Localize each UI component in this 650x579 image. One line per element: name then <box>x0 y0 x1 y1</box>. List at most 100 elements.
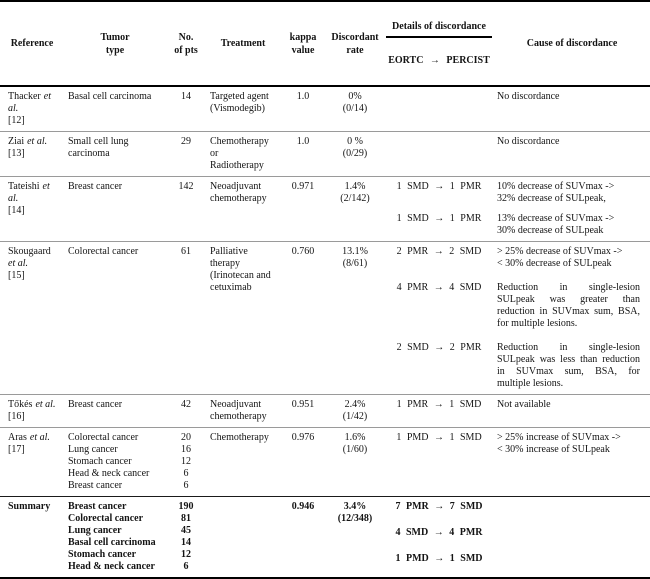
reference-id: [12] <box>8 115 25 126</box>
cause-text: No discordance <box>497 91 560 102</box>
reference-author-name: Skougaard <box>8 246 51 257</box>
cell-reference: Tateishi et al. [14] <box>0 177 64 242</box>
cause-text: 13% decrease of SUVmax -> 30% decrease o… <box>497 213 615 236</box>
cell-treatment: Palliative therapy (Irinotecan and cetux… <box>210 246 271 293</box>
reference-authors: Ziai et al. <box>8 136 62 148</box>
reference-authors: Tateishi et al. <box>8 181 62 205</box>
cell-treatment: Neoadjuvant chemotherapy <box>210 399 267 422</box>
discordance-pair: No discordance <box>384 91 650 103</box>
cell-tumor-type: Breast cancer <box>68 181 123 192</box>
cell-pts: 14 <box>181 91 191 102</box>
cell-kappa: 1.0 <box>296 91 310 102</box>
col-header-tumor-type: Tumor type <box>100 31 130 56</box>
cell-kappa: 0.951 <box>291 399 315 410</box>
cell-pts: 142 <box>178 181 194 192</box>
cause-text: 10% decrease of SUVmax -> 32% decrease o… <box>497 181 615 204</box>
reference-author-name: Ziai <box>8 136 25 147</box>
discordance-pair: 1 PMR → 1 SMD Not available <box>384 399 650 411</box>
header-row: Reference Tumor type No. of pts Treatmen… <box>0 1 650 86</box>
cell-treatment: Targeted agent (Vismodegib) <box>210 91 269 114</box>
cell-treatment <box>206 497 280 579</box>
detail-transition: 1 PMD → 1 SMD <box>395 553 483 564</box>
cell-treatment: Neoadjuvant chemotherapy <box>210 181 267 204</box>
cell-kappa: 1.0 <box>296 136 310 147</box>
cell-discordant-rate: 3.4% (12/348) <box>337 501 373 524</box>
cell-discordant-rate: 1.4% (2/142) <box>340 181 370 204</box>
discordance-pair: 7 PMR → 7 SMD <box>384 501 650 513</box>
table-row-tateishi: Tateishi et al. [14] Breast cancer 142 Ne… <box>0 176 650 242</box>
cell-tumor-type: Breast cancer <box>68 399 123 410</box>
cause-text: Reduction in single-lesion SULpeak was g… <box>497 282 640 329</box>
detail-transition: 2 PMR → 2 SMD <box>396 246 482 257</box>
cell-discordant-rate: 1.6% (1/60) <box>342 432 368 455</box>
discordance-pair: No discordance <box>384 136 650 148</box>
detail-transition <box>384 91 494 103</box>
cause-text <box>494 553 650 565</box>
cell-discordant-rate: 2.4% (1/42) <box>342 399 368 422</box>
reference-author-name: Tateishi <box>8 181 40 192</box>
cell-reference: Tőkés et al. [16] <box>0 395 64 428</box>
col-header-no-of-pts: No. of pts <box>174 31 198 56</box>
col-header-reference: Reference <box>10 38 54 49</box>
reference-author-name: Tőkés <box>8 399 33 410</box>
cell-treatment: Chemotherapy or Radiotherapy <box>210 136 269 171</box>
cell-pts: 29 <box>181 136 191 147</box>
reference-authors: Tőkés et al. <box>8 399 62 411</box>
detail-transition: 1 PMD → 1 SMD <box>396 432 482 443</box>
cell-tumor-type: Small cell lung carcinoma <box>68 136 129 159</box>
table-row-tokes: Tőkés et al. [16] Breast cancer 42 Neoadj… <box>0 394 650 428</box>
et-al: et al. <box>8 181 50 204</box>
cell-kappa: 0.946 <box>291 501 315 512</box>
detail-transition: 1 SMD → 1 PMR <box>396 181 482 192</box>
et-al: et al. <box>8 258 62 270</box>
details-sub-label: EORTC → PERCIST <box>388 55 490 66</box>
cause-text: > 25% decrease of SUVmax -> < 30% decrea… <box>497 246 623 269</box>
et-al: et al. <box>8 91 51 114</box>
cell-reference: Aras et al. [17] <box>0 428 64 497</box>
reference-author-name: Aras <box>8 432 27 443</box>
cell-kappa: 0.971 <box>291 181 315 192</box>
et-al-text: et al. <box>8 258 28 269</box>
cell-reference: Thacker et al. [12] <box>0 86 64 132</box>
discordance-pair: 1 PMD → 1 SMD > 25% increase of SUVmax -… <box>384 432 650 456</box>
reference-authors: Thacker et al. <box>8 91 62 115</box>
col-header-discordant-rate: Discordant rate <box>331 31 379 56</box>
cell-details-cause: 2 PMR → 2 SMD > 25% decrease of SUVmax -… <box>384 242 650 395</box>
reference-author-name: Thacker <box>8 91 41 102</box>
col-header-details-group: Details of discordance EORTC → PERCIST <box>384 1 494 86</box>
cell-details-cause: 7 PMR → 7 SMD 4 SMD → 4 PMR 1 PMD → 1 SM… <box>384 497 650 579</box>
cell-details-cause: No discordance <box>384 86 650 132</box>
discordance-pair: 4 SMD → 4 PMR <box>384 527 650 539</box>
col-header-kappa: kappa value <box>289 31 317 56</box>
discordance-pair: 4 PMR → 4 SMD Reduction in single-lesion… <box>384 282 650 330</box>
discordance-pair: 1 SMD → 1 PMR 10% decrease of SUVmax -> … <box>384 181 650 205</box>
discordance-pair: 2 PMR → 2 SMD > 25% decrease of SUVmax -… <box>384 246 650 270</box>
cell-reference: Ziai et al. [13] <box>0 132 64 177</box>
cause-text: Reduction in single-lesion SULpeak was l… <box>497 342 640 389</box>
cell-tumor-type: Colorectal cancer Lung cancer Stomach ca… <box>68 432 150 491</box>
et-al: et al. <box>27 136 48 147</box>
et-al: et al. <box>29 432 50 443</box>
col-header-cause: Cause of discordance <box>526 38 618 49</box>
reference-authors: Aras et al. <box>8 432 62 444</box>
detail-transition: 1 PMR → 1 SMD <box>396 399 482 410</box>
col-header-treatment: Treatment <box>220 38 266 49</box>
cause-text <box>494 501 650 513</box>
cell-tumor-type: Breast cancer Colorectal cancer Lung can… <box>68 501 156 572</box>
detail-transition: 7 PMR → 7 SMD <box>395 501 483 512</box>
cell-tumor-type: Colorectal cancer <box>68 246 139 257</box>
cell-pts: 42 <box>181 399 191 410</box>
detail-transition: 4 PMR → 4 SMD <box>396 282 482 293</box>
reference-id: [15] <box>8 270 25 281</box>
cell-summary-label: Summary <box>8 501 51 512</box>
cell-tumor-type: Basal cell carcinoma <box>68 91 152 102</box>
discordance-pair: 1 PMD → 1 SMD <box>384 553 650 565</box>
cell-pts: 20 16 12 6 6 <box>181 432 191 491</box>
reference-id: [13] <box>8 148 25 159</box>
discordance-pair: 1 SMD → 1 PMR 13% decrease of SUVmax -> … <box>384 213 650 237</box>
cell-reference: Skougaard et al. [15] <box>0 242 64 395</box>
cause-text <box>494 527 650 539</box>
table-row-ziai: Ziai et al. [13] Small cell lung carcinom… <box>0 131 650 177</box>
cell-pts: 61 <box>181 246 191 257</box>
